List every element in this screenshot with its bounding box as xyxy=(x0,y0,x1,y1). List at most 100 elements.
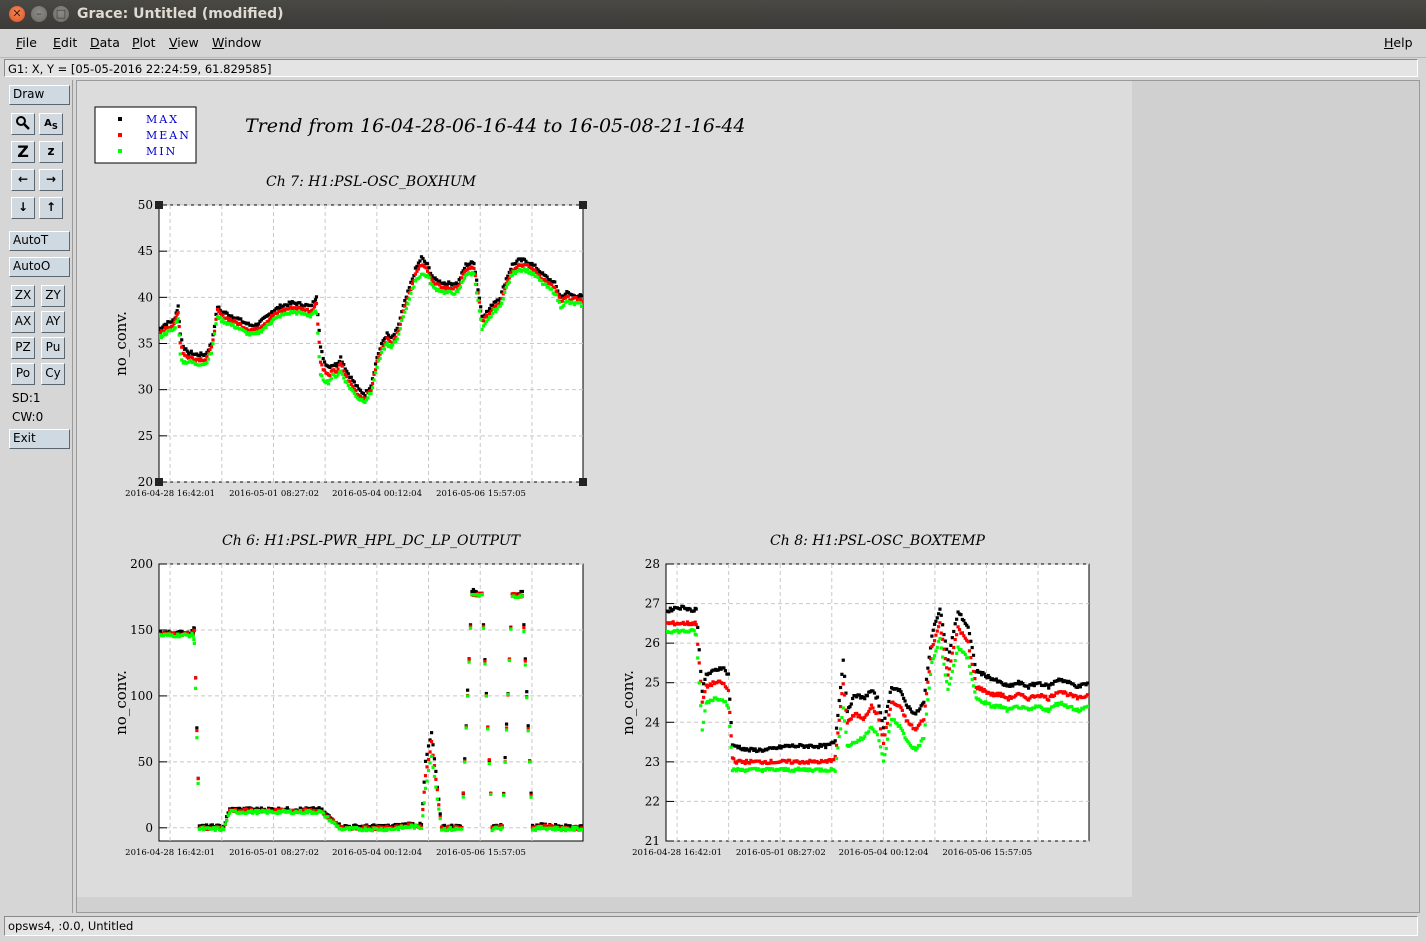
data-point-min xyxy=(998,703,1002,707)
right-arrow-icon[interactable]: → xyxy=(39,169,63,191)
data-point-max xyxy=(838,685,843,690)
zoom-out-icon[interactable]: z xyxy=(39,141,63,163)
pz-button[interactable]: PZ xyxy=(11,337,35,359)
close-window-button[interactable]: ✕ xyxy=(9,6,25,22)
data-point-max xyxy=(1078,685,1082,689)
data-point-min xyxy=(257,331,261,336)
y-tick-label: 100 xyxy=(130,689,153,703)
data-point-mean xyxy=(934,633,938,637)
selection-handle[interactable] xyxy=(579,201,587,209)
y-tick-label: 20 xyxy=(138,475,153,489)
data-point-min xyxy=(458,285,463,289)
menu-edit[interactable]: Edit xyxy=(53,35,78,50)
data-point-min xyxy=(681,628,685,632)
pu-button[interactable]: Pu xyxy=(41,337,65,359)
figure-canvas[interactable]: MAX MEAN MIN Trend from 16-04-28-06-16-4… xyxy=(77,81,1132,897)
data-point-mean xyxy=(931,643,935,647)
data-point-min xyxy=(164,332,169,336)
data-point-min xyxy=(512,270,516,274)
window-titlebar: ✕ – □ Grace: Untitled (modified) xyxy=(0,0,1426,29)
menu-plot[interactable]: Plot xyxy=(132,35,156,50)
selection-handle[interactable] xyxy=(155,478,163,486)
drawing-area[interactable]: MAX MEAN MIN Trend from 16-04-28-06-16-4… xyxy=(76,80,1420,913)
ay-button[interactable]: AY xyxy=(41,311,65,333)
menu-view[interactable]: View xyxy=(169,35,199,50)
data-point-min xyxy=(375,365,379,369)
sd-label: SD:1 xyxy=(12,391,41,405)
data-point-max xyxy=(742,746,746,751)
chart-1[interactable]: 2016-04-28 16:42:01 2016-05-01 08:27:02 20… xyxy=(112,174,587,499)
data-point-max xyxy=(806,745,811,749)
exit-button[interactable]: Exit xyxy=(9,429,70,449)
left-arrow-icon[interactable]: ← xyxy=(11,169,35,191)
data-point-mean xyxy=(214,317,218,321)
data-point-mean xyxy=(939,631,943,635)
data-point-mean xyxy=(298,306,302,310)
menu-file[interactable]: File xyxy=(16,35,37,50)
data-point-max xyxy=(345,369,349,373)
ax-button[interactable]: AX xyxy=(11,311,35,333)
autoo-button[interactable]: AutoO xyxy=(9,257,70,277)
data-point-mean xyxy=(205,355,209,359)
draw-button[interactable]: Draw xyxy=(9,85,70,105)
data-point-min xyxy=(324,381,328,385)
data-point-max xyxy=(907,705,911,709)
data-point-max xyxy=(192,626,196,631)
data-point-max xyxy=(343,367,347,371)
data-point-min xyxy=(533,828,538,832)
data-point-min xyxy=(205,361,209,365)
data-point-mean xyxy=(472,266,476,271)
menu-window[interactable]: Window xyxy=(212,35,262,50)
data-point-max xyxy=(285,806,289,810)
data-point-min xyxy=(786,767,790,771)
minimize-window-button[interactable]: – xyxy=(31,6,47,22)
data-point-mean xyxy=(283,309,287,313)
data-point-min xyxy=(554,293,558,297)
maximize-window-button[interactable]: □ xyxy=(53,6,69,22)
data-point-min xyxy=(433,286,437,290)
menu-help[interactable]: Help xyxy=(1384,35,1413,50)
zoom-icon[interactable] xyxy=(11,113,35,135)
data-point-mean xyxy=(722,681,726,686)
data-point-min xyxy=(1070,704,1074,709)
chart-2[interactable]: 2016-04-28 16:42:01 2016-05-01 08:27:02 20… xyxy=(112,533,584,858)
data-point-max xyxy=(877,704,881,708)
data-point-max xyxy=(965,623,969,627)
selection-handle[interactable] xyxy=(579,478,587,486)
data-point-max xyxy=(878,711,883,715)
cy-button[interactable]: Cy xyxy=(41,363,65,385)
chart-3[interactable]: 2016-04-28 16:42:01 2016-05-01 08:27:02 20… xyxy=(619,533,1090,858)
data-point-max xyxy=(943,639,947,643)
data-point-min xyxy=(484,694,488,698)
selection-handle[interactable] xyxy=(155,201,163,209)
data-point-mean xyxy=(577,299,581,303)
menu-data[interactable]: Data xyxy=(90,35,120,50)
data-point-max xyxy=(337,359,341,364)
data-point-mean xyxy=(413,272,418,276)
data-point-min xyxy=(453,828,457,832)
down-arrow-icon[interactable]: ↓ xyxy=(11,197,35,219)
data-point-max xyxy=(904,703,908,707)
plot-frame xyxy=(665,563,1090,842)
data-point-min xyxy=(378,356,382,360)
data-point-max xyxy=(824,745,828,750)
data-point-mean xyxy=(388,339,392,344)
autoscale-text-icon[interactable]: AS xyxy=(39,113,63,135)
data-point-mean xyxy=(969,656,973,660)
zx-button[interactable]: ZX xyxy=(11,285,35,307)
data-point-max xyxy=(199,351,203,355)
zoom-in-icon[interactable]: Z xyxy=(11,141,35,163)
autot-button[interactable]: AutoT xyxy=(9,231,70,251)
data-point-max xyxy=(464,262,468,266)
data-point-max xyxy=(369,384,373,388)
data-point-max xyxy=(462,266,467,271)
data-point-mean xyxy=(887,713,891,717)
data-point-min xyxy=(844,730,848,734)
up-arrow-icon[interactable]: ↑ xyxy=(39,197,63,219)
data-point-max xyxy=(246,321,250,325)
po-button[interactable]: Po xyxy=(11,363,35,385)
zy-button[interactable]: ZY xyxy=(41,285,65,307)
x-tick-label: 2016-04-28 16:42:01 xyxy=(125,489,215,499)
data-point-min xyxy=(466,694,470,698)
data-point-mean xyxy=(197,359,201,363)
